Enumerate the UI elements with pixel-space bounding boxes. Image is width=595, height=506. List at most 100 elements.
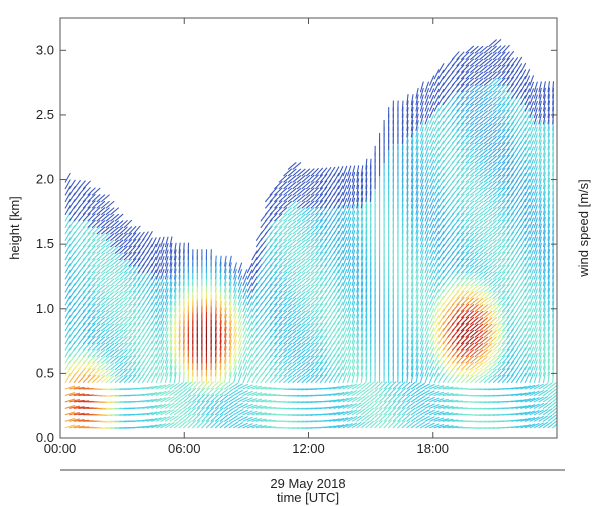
wind-barb <box>433 366 440 377</box>
wind-barb <box>315 342 324 351</box>
wind-barb <box>160 396 171 403</box>
wind-barb <box>488 123 497 131</box>
wind-barb <box>164 396 175 403</box>
wind-barb <box>287 375 297 383</box>
wind-barb <box>438 140 445 151</box>
wind-barb <box>438 308 445 319</box>
wind-barb <box>319 251 328 261</box>
wind-barb <box>538 94 542 106</box>
wind-barb <box>105 323 115 332</box>
wind-barb <box>260 387 272 390</box>
wind-barb <box>524 423 536 429</box>
wind-barb <box>465 336 475 345</box>
wind-barb <box>360 287 364 299</box>
wind-barb <box>356 184 360 196</box>
wind-barb <box>228 268 232 280</box>
y-axis-ticks: 0.00.51.01.52.02.53.0 <box>36 42 557 445</box>
wind-barb <box>438 263 445 274</box>
wind-barb <box>429 416 440 422</box>
wind-barb <box>237 307 243 319</box>
wind-barb <box>406 100 409 112</box>
wind-barb <box>520 75 527 86</box>
wind-barb <box>429 191 435 203</box>
wind-barb <box>237 333 243 345</box>
wind-barb <box>315 174 324 183</box>
wind-barb <box>520 385 531 390</box>
wind-barb <box>460 374 470 383</box>
wind-barb <box>483 304 493 312</box>
wind-barb <box>438 373 445 383</box>
wind-barb <box>474 284 484 293</box>
wind-barb <box>164 346 169 358</box>
wind-barb <box>410 113 414 125</box>
wind-barb <box>114 342 124 351</box>
wind-barb <box>183 381 192 390</box>
wind-barb <box>429 101 435 112</box>
wind-barb <box>269 355 278 364</box>
wind-barb <box>155 249 161 261</box>
wind-barb <box>410 216 414 228</box>
wind-barb <box>433 282 440 293</box>
wind-barb <box>451 354 460 364</box>
wind-barb <box>91 342 101 351</box>
wind-barb <box>251 398 263 403</box>
wind-barb <box>542 339 546 351</box>
wind-barb <box>114 323 124 332</box>
wind-barb <box>265 296 273 306</box>
wind-barb <box>451 64 460 73</box>
wind-barb <box>524 391 536 396</box>
wind-barb <box>64 198 71 209</box>
wind-barb <box>474 226 484 235</box>
wind-barb <box>69 412 81 416</box>
wind-barb <box>64 185 71 196</box>
wind-barb <box>547 255 550 267</box>
wind-barb <box>465 297 475 306</box>
wind-barb <box>105 297 115 306</box>
wind-barb <box>214 407 224 416</box>
wind-barb <box>155 366 161 377</box>
wind-barb <box>492 39 502 47</box>
wind-barb <box>337 353 344 364</box>
wind-barb <box>365 216 368 228</box>
wind-barb <box>465 200 475 209</box>
wind-barb <box>337 178 344 190</box>
wind-barb <box>123 265 133 274</box>
wind-barb <box>164 365 169 377</box>
wind-barb <box>460 342 470 351</box>
wind-barb <box>497 310 506 319</box>
wind-barb <box>251 295 258 306</box>
wind-barb <box>542 223 546 235</box>
wind-barb <box>151 404 162 409</box>
wind-barb <box>78 225 86 235</box>
wind-barb <box>406 255 409 267</box>
wind-barb <box>433 172 440 183</box>
wind-barb <box>470 233 479 241</box>
wind-barb <box>424 340 429 351</box>
wind-barb <box>123 290 133 299</box>
wind-barb <box>101 200 110 209</box>
wind-barb <box>151 301 157 312</box>
wind-barb <box>82 309 91 319</box>
wind-barb <box>315 290 324 299</box>
wind-barb <box>474 349 484 358</box>
wind-barb <box>538 294 542 306</box>
wind-barb <box>237 403 248 409</box>
wind-barb <box>433 385 445 390</box>
wind-barb <box>506 199 514 209</box>
wind-barb <box>415 255 419 267</box>
wind-barb <box>319 180 328 190</box>
wind-barb <box>529 159 534 170</box>
wind-barb <box>424 346 429 358</box>
wind-barb <box>406 210 409 222</box>
wind-barb <box>269 238 278 248</box>
wind-barb <box>547 300 550 312</box>
wind-barb <box>315 264 324 274</box>
wind-barb <box>529 288 534 299</box>
wind-barb <box>342 282 348 293</box>
wind-barb <box>210 394 219 403</box>
wind-barb <box>283 323 292 332</box>
wind-barb <box>315 277 324 287</box>
wind-barb <box>233 262 237 274</box>
wind-barb <box>533 210 538 222</box>
wind-barb <box>96 336 106 345</box>
